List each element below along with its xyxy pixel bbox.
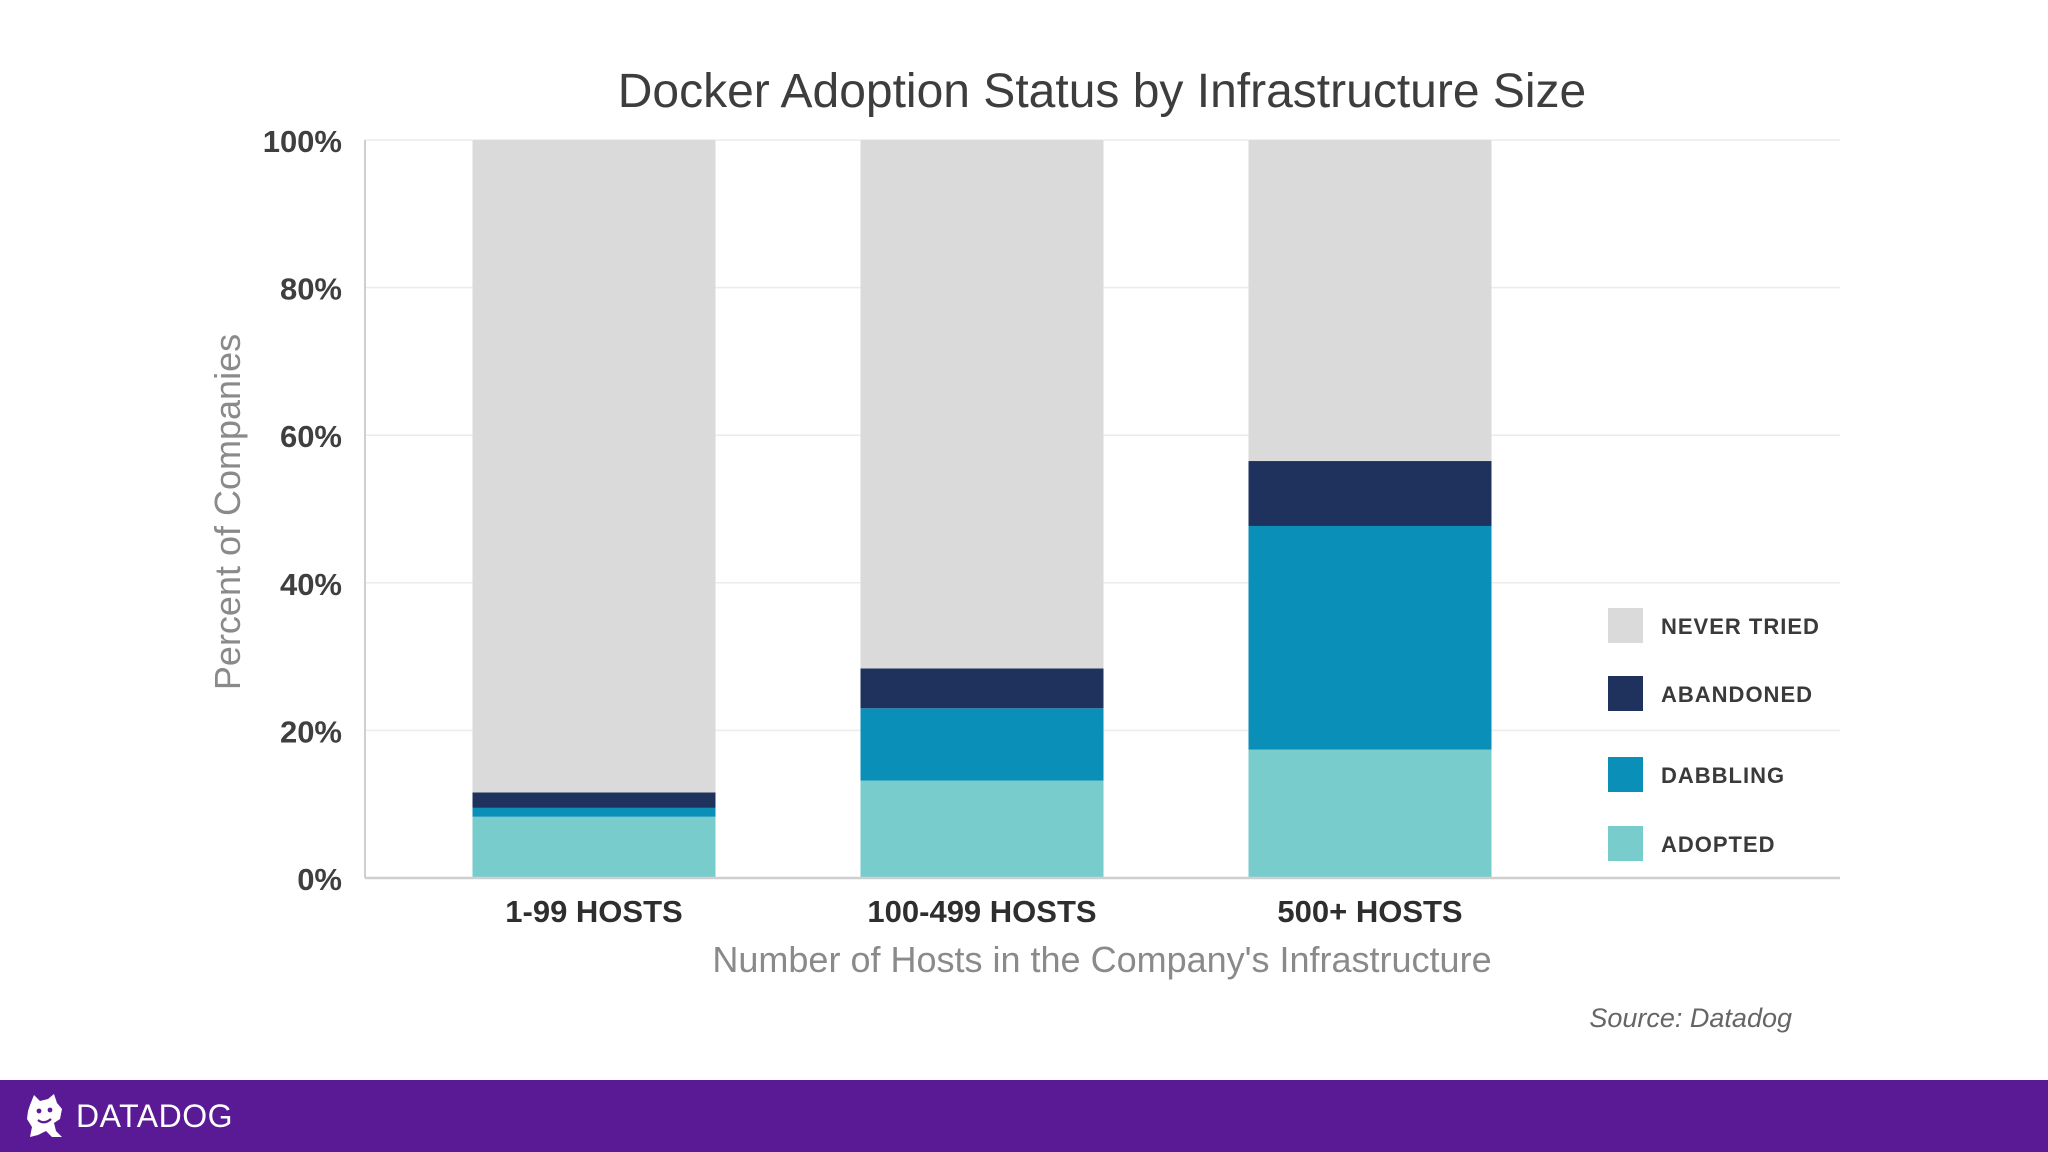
bar-segment-dabbling (1248, 525, 1492, 750)
y-axis-ticks: 0% 20% 40% 60% 80% 100% (263, 124, 342, 897)
legend-label-never-tried: NEVER TRIED (1661, 614, 1820, 639)
bar-segment-abandoned (1248, 461, 1492, 526)
y-tick-label: 20% (280, 714, 342, 749)
legend: NEVER TRIED ABANDONED DABBLING ADOPTED (1608, 608, 1820, 861)
legend-swatch-adopted (1608, 826, 1643, 861)
x-tick-label: 500+ HOSTS (1277, 894, 1462, 929)
datadog-dog-icon (27, 1094, 62, 1137)
bar-segment-adopted (1248, 749, 1492, 878)
x-tick-label: 100-499 HOSTS (867, 894, 1096, 929)
y-tick-label: 0% (297, 862, 342, 897)
x-axis-ticks: 1-99 HOSTS 100-499 HOSTS 500+ HOSTS (505, 894, 1462, 929)
y-tick-label: 100% (263, 124, 342, 159)
bar-segment-abandoned (472, 792, 716, 808)
legend-label-abandoned: ABANDONED (1661, 682, 1813, 707)
y-tick-label: 80% (280, 272, 342, 307)
bar-segment-dabbling (472, 807, 716, 817)
footer-brand: DATADOG (76, 1097, 233, 1134)
legend-label-adopted: ADOPTED (1661, 832, 1776, 857)
bar-segment-adopted (860, 780, 1104, 878)
x-axis-label: Number of Hosts in the Company's Infrast… (712, 939, 1491, 980)
legend-label-dabbling: DABBLING (1661, 763, 1785, 788)
bars (472, 140, 1492, 878)
y-axis-label: Percent of Companies (207, 334, 248, 690)
footer-bar: DATADOG (0, 1080, 2048, 1152)
bar-segment-abandoned (860, 668, 1104, 709)
bar-segment-never-tried (860, 140, 1104, 669)
y-tick-label: 40% (280, 567, 342, 602)
axes (364, 140, 1840, 880)
chart-title: Docker Adoption Status by Infrastructure… (618, 65, 1586, 118)
legend-swatch-never-tried (1608, 608, 1643, 643)
source-note: Source: Datadog (1589, 1003, 1792, 1033)
x-tick-label: 1-99 HOSTS (505, 894, 682, 929)
bar-segment-dabbling (860, 708, 1104, 781)
y-tick-label: 60% (280, 419, 342, 454)
bar-segment-never-tried (472, 140, 716, 793)
stacked-bar-chart: Docker Adoption Status by Infrastructure… (207, 65, 1840, 980)
bar-segment-never-tried (1248, 140, 1492, 462)
legend-swatch-abandoned (1608, 676, 1643, 711)
bar-segment-adopted (472, 816, 716, 878)
legend-swatch-dabbling (1608, 757, 1643, 792)
